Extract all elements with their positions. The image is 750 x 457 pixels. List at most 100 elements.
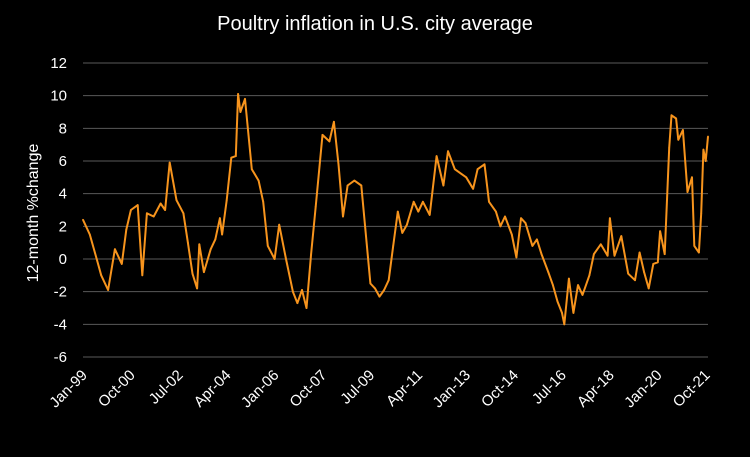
data-point xyxy=(369,282,372,285)
data-point xyxy=(495,210,497,213)
data-point xyxy=(593,253,595,256)
data-point xyxy=(107,289,109,291)
data-point xyxy=(483,163,486,166)
data-point xyxy=(100,274,103,277)
gridlines xyxy=(83,62,708,358)
data-point xyxy=(168,161,171,164)
data-point xyxy=(396,210,399,213)
y-tick-label: 8 xyxy=(59,120,67,137)
data-point xyxy=(333,120,335,123)
x-tick-label: Oct-14 xyxy=(478,367,522,411)
data-point xyxy=(360,184,363,187)
data-point xyxy=(581,294,584,296)
data-point xyxy=(214,238,217,241)
data-point xyxy=(668,147,671,149)
data-point xyxy=(401,232,404,234)
data-point xyxy=(209,248,212,251)
data-point xyxy=(239,111,242,113)
data-point xyxy=(164,209,167,211)
data-point xyxy=(647,287,650,290)
data-point xyxy=(292,290,294,293)
data-point xyxy=(125,228,128,231)
y-tick-label: 6 xyxy=(59,153,67,170)
data-point xyxy=(704,160,707,162)
x-tick-label: Oct-07 xyxy=(286,367,330,411)
data-point xyxy=(677,138,680,141)
data-point xyxy=(159,202,162,205)
data-point xyxy=(638,251,641,254)
data-point xyxy=(130,209,132,211)
data-point xyxy=(561,312,563,314)
data-point xyxy=(643,271,645,273)
data-point xyxy=(536,238,538,241)
data-point xyxy=(670,114,673,117)
data-point xyxy=(136,204,139,207)
data-point xyxy=(442,184,445,187)
data-point xyxy=(613,254,616,257)
data-point xyxy=(310,253,312,256)
x-tick-label: Jul-02 xyxy=(146,367,187,408)
data-point xyxy=(378,295,381,298)
data-point xyxy=(609,217,611,220)
data-point xyxy=(203,271,205,273)
data-point xyxy=(552,284,554,286)
data-point xyxy=(198,243,201,246)
data-point xyxy=(652,263,655,265)
data-point xyxy=(556,300,559,303)
x-tick-label: Jul-09 xyxy=(337,367,378,408)
data-point xyxy=(301,289,303,291)
data-point xyxy=(476,168,479,171)
data-point xyxy=(460,173,463,176)
y-tick-label: 12 xyxy=(50,55,67,72)
data-point xyxy=(568,277,570,280)
data-point xyxy=(314,205,317,208)
data-point xyxy=(234,155,237,158)
data-point xyxy=(606,254,609,257)
data-point xyxy=(524,222,527,225)
x-tick-label: Jan-20 xyxy=(621,367,665,411)
data-point xyxy=(563,323,566,326)
data-point xyxy=(627,272,630,275)
data-point xyxy=(342,215,344,218)
data-point xyxy=(353,179,356,182)
data-point xyxy=(152,215,155,218)
data-point xyxy=(262,200,265,203)
data-point xyxy=(599,243,602,246)
x-tick-label: Jan-13 xyxy=(430,367,474,411)
data-point xyxy=(547,271,550,273)
data-point xyxy=(472,187,474,190)
data-point xyxy=(321,134,324,136)
data-point xyxy=(634,279,636,282)
data-point xyxy=(175,199,178,202)
data-point xyxy=(620,235,623,238)
data-point xyxy=(417,210,420,213)
y-tick-label: 2 xyxy=(59,218,67,235)
data-point xyxy=(707,135,709,138)
data-point xyxy=(682,129,684,131)
data-point xyxy=(428,214,431,216)
data-point xyxy=(691,176,693,179)
data-point xyxy=(196,287,199,290)
data-point xyxy=(700,212,703,215)
data-point xyxy=(374,287,376,290)
data-point xyxy=(237,93,240,95)
data-point xyxy=(244,98,246,100)
data-point xyxy=(406,223,408,226)
data-point xyxy=(447,150,449,153)
y-tick-label: -2 xyxy=(54,284,67,301)
x-axis-ticks: Jan-99 Oct-00 Jul-02 Apr-04 Jan-06 Oct-07 Jul-… xyxy=(46,367,713,411)
data-point xyxy=(88,233,91,236)
y-tick-label: -4 xyxy=(54,316,67,333)
y-axis-ticks: -6 -4 -2 0 2 4 6 8 10 12 xyxy=(50,55,67,366)
chart-title: Poultry inflation in U.S. city average xyxy=(217,13,533,35)
data-point xyxy=(515,256,518,259)
data-point xyxy=(182,212,185,215)
data-point xyxy=(383,289,385,291)
x-tick-label: Oct-00 xyxy=(95,367,139,411)
y-tick-label: 4 xyxy=(59,186,67,203)
data-point xyxy=(278,223,281,226)
data-point xyxy=(499,225,502,228)
x-tick-label: Jan-06 xyxy=(238,367,282,411)
data-point xyxy=(266,245,269,247)
